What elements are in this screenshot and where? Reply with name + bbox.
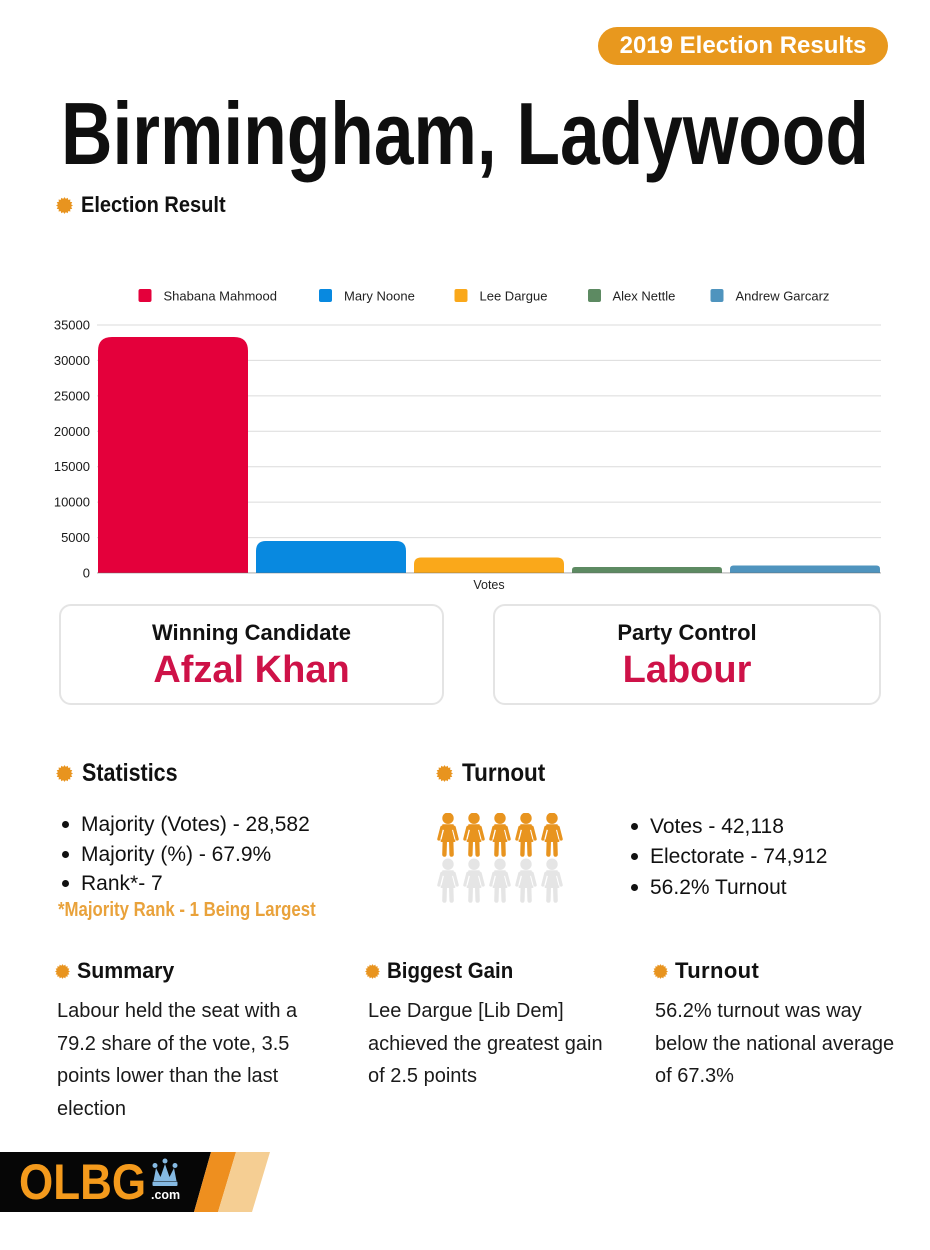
svg-text:Andrew Garcarz: Andrew Garcarz [736,289,830,304]
svg-text:30000: 30000 [54,353,90,368]
svg-text:Lee Dargue: Lee Dargue [480,289,548,304]
svg-text:Votes: Votes [473,578,504,592]
svg-text:25000: 25000 [54,388,90,403]
svg-text:0: 0 [83,566,90,581]
svg-text:OLBG: OLBG [19,1153,146,1209]
svg-text:10000: 10000 [54,495,90,510]
svg-text:5000: 5000 [61,530,90,545]
svg-text:35000: 35000 [54,318,90,333]
svg-text:.com: .com [151,1188,180,1202]
svg-text:20000: 20000 [54,424,90,439]
svg-text:Mary Noone: Mary Noone [344,289,415,304]
svg-text:15000: 15000 [54,459,90,474]
svg-text:Shabana Mahmood: Shabana Mahmood [164,289,277,304]
svg-text:Alex Nettle: Alex Nettle [613,289,676,304]
